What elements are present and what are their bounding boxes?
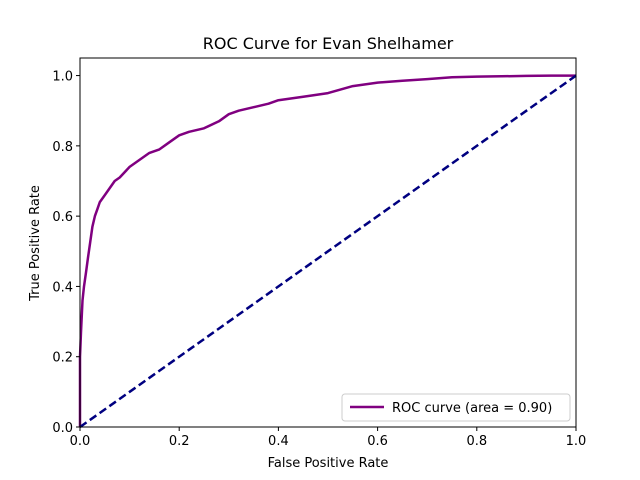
- legend-label: ROC curve (area = 0.90): [392, 401, 552, 416]
- x-tick-label: 0.0: [70, 434, 91, 449]
- y-axis-label: True Positive Rate: [28, 185, 43, 302]
- y-axis: 0.0 0.2 0.4 0.6 0.8 1.0: [52, 70, 80, 436]
- legend: ROC curve (area = 0.90): [341, 393, 571, 422]
- y-tick-label: 0.0: [52, 421, 73, 436]
- legend-box: [341, 393, 571, 422]
- series-layer: [78, 74, 577, 429]
- plot-frame: [79, 57, 577, 428]
- x-tick-label: 0.6: [367, 434, 388, 449]
- x-tick-label: 0.8: [466, 434, 487, 449]
- x-axis: 0.0 0.2 0.4 0.6 0.8 1.0: [70, 427, 587, 449]
- x-tick-label: 1.0: [566, 434, 587, 449]
- chart-title: ROC Curve for Evan Shelhamer: [203, 34, 454, 53]
- x-axis-label: False Positive Rate: [268, 456, 389, 471]
- y-tick-label: 0.8: [52, 140, 73, 155]
- y-tick-label: 0.4: [52, 280, 73, 295]
- x-tick-label: 0.4: [268, 434, 289, 449]
- x-tick-label: 0.2: [169, 434, 190, 449]
- chance-diagonal-line: [79, 74, 577, 429]
- y-tick-label: 0.6: [52, 210, 73, 225]
- y-tick-label: 0.2: [52, 351, 73, 366]
- y-tick-label: 1.0: [52, 70, 73, 85]
- roc-curve-line: [78, 74, 576, 427]
